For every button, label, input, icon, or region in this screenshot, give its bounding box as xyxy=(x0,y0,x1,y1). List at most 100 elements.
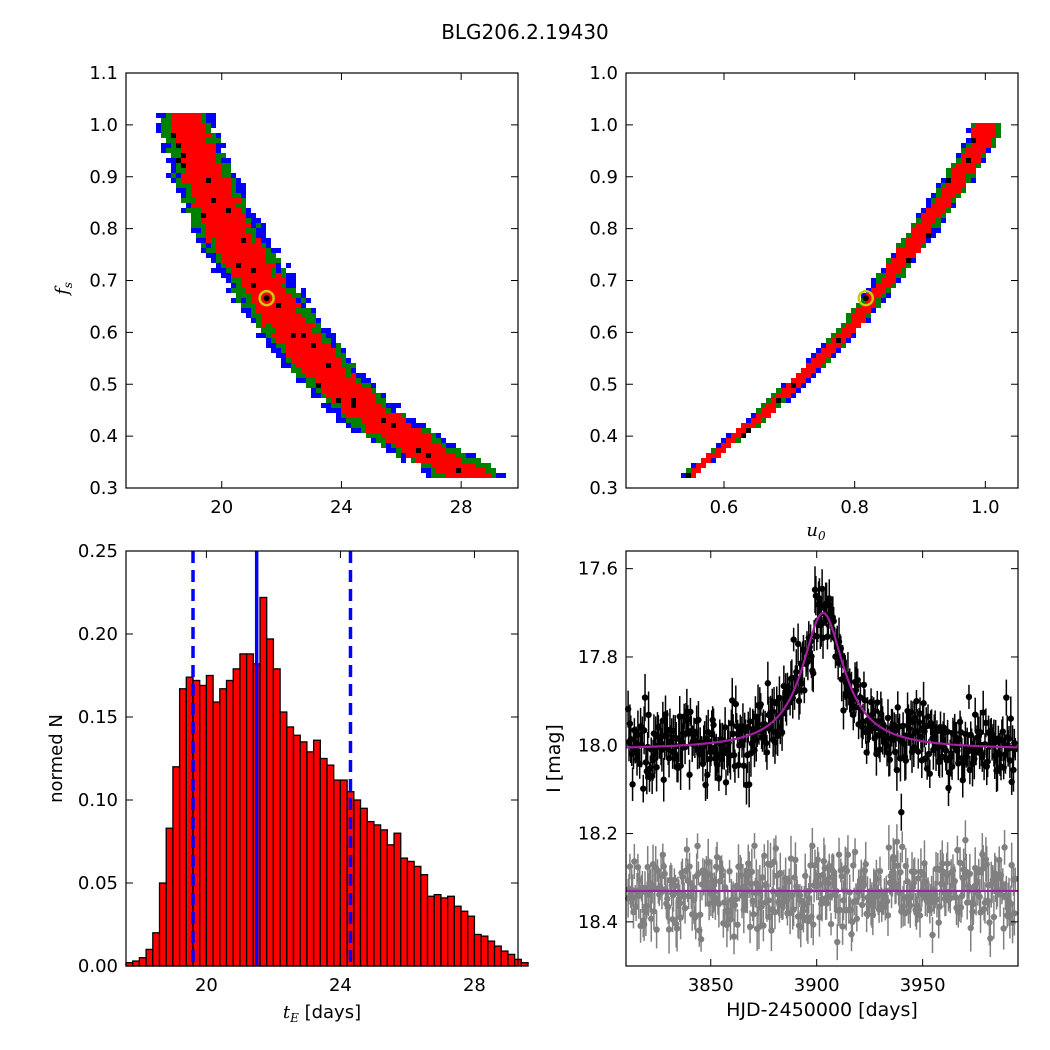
heatmap-cell xyxy=(426,428,431,433)
heatmap-cell xyxy=(266,308,271,313)
event-series-point xyxy=(840,707,847,714)
heatmap-cell xyxy=(376,398,381,403)
heatmap-cell xyxy=(871,308,876,313)
heatmap-cell xyxy=(351,428,356,433)
heatmap-cell xyxy=(211,213,216,218)
event-series-point xyxy=(872,724,879,732)
heatmap-cell xyxy=(231,208,236,213)
heatmap-cell xyxy=(201,158,206,163)
comparison-series-point xyxy=(861,867,869,874)
heatmap-cell xyxy=(456,448,461,453)
heatmap-cell xyxy=(301,328,306,333)
heatmap-cell xyxy=(436,468,441,473)
comparison-series-point xyxy=(911,868,918,876)
heatmap-cell xyxy=(256,258,261,263)
comparison-series-point xyxy=(849,918,856,926)
y-tick-label: 0.8 xyxy=(589,219,618,240)
heatmap-cell xyxy=(941,203,946,208)
heatmap-cell xyxy=(886,263,891,268)
heatmap-cell xyxy=(166,123,171,128)
heatmap-cell xyxy=(181,183,186,188)
y-tick-label: 0.9 xyxy=(589,167,618,188)
heatmap-cell xyxy=(346,393,351,398)
event-series-point xyxy=(627,736,634,743)
heatmap-cell xyxy=(791,383,796,388)
heatmap-cell xyxy=(456,453,461,458)
heatmap-cell xyxy=(216,233,221,238)
heatmap-cell xyxy=(331,368,336,373)
histogram-bar xyxy=(373,824,382,967)
heatmap-cells xyxy=(681,123,1001,478)
heatmap-cell xyxy=(221,228,226,233)
event-series-point xyxy=(653,764,660,771)
histogram-bar xyxy=(219,688,228,967)
heatmap-cell xyxy=(181,178,186,183)
comparison-series-point xyxy=(768,927,775,934)
histogram-bar xyxy=(359,807,368,967)
x-tick-label: 28 xyxy=(463,975,486,996)
heatmap-cell xyxy=(916,223,921,228)
heatmap-cell xyxy=(256,233,261,238)
event-series-point xyxy=(793,668,800,676)
heatmap-cell xyxy=(216,253,221,258)
heatmap-cell xyxy=(336,378,341,383)
heatmap-cell xyxy=(426,448,431,453)
heatmap-cell xyxy=(411,458,416,463)
y-tick-label: 18.2 xyxy=(578,824,618,845)
histogram-bar xyxy=(366,820,375,967)
heatmap-cell xyxy=(186,163,191,168)
heatmap-cell xyxy=(291,318,296,323)
comparison-series-point xyxy=(969,908,976,915)
heatmap-cell xyxy=(286,338,291,343)
comparison-series-point xyxy=(797,923,804,931)
heatmap-cell xyxy=(296,373,301,378)
heatmap-cell xyxy=(316,328,321,333)
heatmap-cell xyxy=(961,158,966,163)
heatmap-cell xyxy=(481,468,486,473)
heatmap-cell xyxy=(341,348,346,353)
comparison-series-point xyxy=(772,845,780,852)
heatmap-cell xyxy=(156,128,161,133)
axes-frame xyxy=(625,72,1019,489)
heatmap-cell xyxy=(951,173,956,178)
heatmap-cell xyxy=(291,273,296,278)
heatmap-cell xyxy=(786,388,791,393)
heatmap-cell xyxy=(316,378,321,383)
heatmap-cell xyxy=(226,263,231,268)
histogram-bar xyxy=(333,779,342,967)
heatmap-cell xyxy=(166,113,171,118)
heatmap-cell xyxy=(411,418,416,423)
heatmap-cell xyxy=(936,203,941,208)
heatmap-cell xyxy=(771,408,776,413)
heatmap-cell xyxy=(421,428,426,433)
heatmap-cell xyxy=(176,188,181,193)
heatmap-cell xyxy=(961,163,966,168)
heatmap-cell xyxy=(236,203,241,208)
heatmap-cell xyxy=(206,223,211,228)
heatmap-cell xyxy=(911,238,916,243)
comparison-series-point xyxy=(916,912,924,919)
comparison-series-point xyxy=(672,882,679,890)
comparison-series-point xyxy=(758,903,765,910)
heatmap-cell xyxy=(306,353,311,358)
heatmap-cell xyxy=(221,238,226,243)
heatmap-cell xyxy=(286,293,291,298)
heatmap-cell xyxy=(361,408,366,413)
heatmap-cell xyxy=(966,153,971,158)
heatmap-cell xyxy=(866,313,871,318)
event-series-point xyxy=(729,730,737,737)
heatmap-cell xyxy=(241,228,246,233)
heatmap-cell xyxy=(201,123,206,128)
heatmap-cell xyxy=(191,118,196,123)
heatmap-cell xyxy=(886,258,891,263)
heatmap-cell xyxy=(306,378,311,383)
y-tick-label: 0.8 xyxy=(89,219,118,240)
heatmap-cell xyxy=(251,263,256,268)
heatmap-cell xyxy=(201,148,206,153)
heatmap-cell xyxy=(216,138,221,143)
heatmap-cell xyxy=(291,328,296,333)
heatmap-cell xyxy=(261,333,266,338)
heatmap-cell xyxy=(321,348,326,353)
histogram-bar xyxy=(426,895,435,967)
heatmap-cell xyxy=(971,158,976,163)
